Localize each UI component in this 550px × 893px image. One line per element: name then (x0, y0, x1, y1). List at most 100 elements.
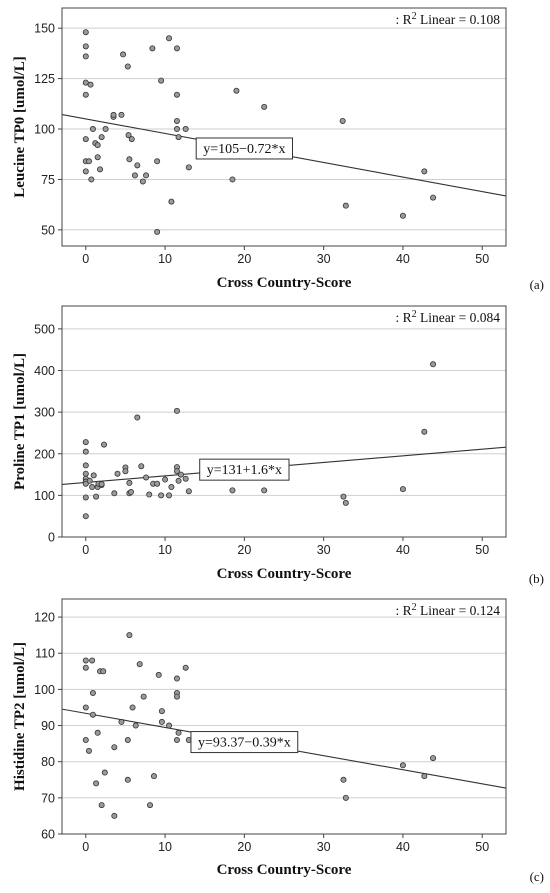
r2-suffix: Linear = 0.084 (417, 310, 501, 325)
x-tick-label: 30 (317, 840, 331, 854)
x-tick-label: 50 (475, 543, 489, 557)
data-point (143, 172, 150, 179)
data-point (173, 91, 180, 98)
y-tick-label: 150 (34, 22, 55, 36)
data-point (261, 487, 268, 494)
plot-frame (61, 7, 507, 247)
data-point (124, 776, 131, 783)
data-point (158, 77, 165, 84)
r2-superscript: 2 (412, 11, 417, 22)
fit-equation-box (199, 458, 290, 481)
data-point (399, 762, 406, 769)
x-tick-label: 0 (82, 543, 89, 557)
data-point (340, 776, 347, 783)
data-point (82, 448, 89, 455)
data-point (154, 480, 161, 487)
data-point (173, 737, 180, 744)
data-point (166, 35, 173, 42)
data-point (342, 202, 349, 209)
data-point (101, 441, 108, 448)
data-point (430, 361, 437, 368)
data-point (175, 729, 182, 736)
data-point (94, 142, 101, 149)
data-point (261, 103, 268, 110)
data-point (124, 737, 131, 744)
data-point (173, 117, 180, 124)
data-point (98, 802, 105, 809)
r2-superscript: 2 (412, 602, 417, 613)
data-point (166, 492, 173, 499)
x-tick-label: 20 (237, 543, 251, 557)
data-point (94, 729, 101, 736)
data-point (82, 470, 89, 477)
data-point (138, 463, 145, 470)
r2-superscript: 2 (412, 309, 417, 320)
data-point (126, 479, 133, 486)
r2-prefix: : R (396, 603, 412, 618)
panel-label: (a) (530, 277, 544, 292)
data-point (126, 156, 133, 163)
data-point (122, 468, 129, 475)
data-point (150, 773, 157, 780)
data-point (177, 471, 184, 478)
data-point (340, 493, 347, 500)
data-point (399, 212, 406, 219)
data-point (229, 176, 236, 183)
x-tick-label: 40 (396, 252, 410, 266)
data-point (111, 812, 118, 819)
data-point (98, 134, 105, 141)
data-point (430, 755, 437, 762)
data-point (158, 718, 165, 725)
x-tick-label: 0 (82, 840, 89, 854)
data-point (143, 474, 150, 481)
data-point (127, 489, 134, 496)
data-point (110, 111, 117, 118)
data-point (82, 737, 89, 744)
data-point (111, 744, 118, 751)
y-tick-label: 125 (34, 72, 55, 86)
data-point (101, 769, 108, 776)
data-point (166, 722, 173, 729)
r2-suffix: Linear = 0.124 (417, 603, 501, 618)
x-tick-label: 30 (317, 543, 331, 557)
data-point (233, 87, 240, 94)
data-point (85, 747, 92, 754)
data-point (185, 488, 192, 495)
y-axis-label: Proline TP1 [umol/L] (12, 353, 28, 490)
data-point (82, 29, 89, 36)
data-point (89, 690, 96, 697)
fit-equation-box (195, 137, 294, 160)
r2-prefix: : R (396, 310, 412, 325)
data-point (173, 407, 180, 414)
panel-c: 60 70 80 90 100 110 120 0 10 20 30 40 50 Cross Countr… (12, 598, 544, 884)
y-tick-label: 80 (41, 755, 55, 769)
y-tick-label: 400 (34, 364, 55, 378)
y-tick-label: 110 (35, 647, 55, 661)
data-point (89, 657, 96, 664)
data-point (87, 81, 94, 88)
x-tick-label: 50 (475, 840, 489, 854)
data-point (134, 414, 141, 421)
fit-equation-label: y=105−0.72*x (203, 142, 285, 157)
data-point (82, 664, 89, 671)
data-point (182, 664, 189, 671)
data-point (175, 477, 182, 484)
y-tick-label: 120 (34, 611, 55, 625)
x-tick-label: 20 (237, 252, 251, 266)
panel-a: 50 75 100 125 150 0 10 20 30 40 50 Cross Country-Sc… (12, 7, 544, 292)
data-point (82, 480, 89, 487)
data-point (82, 439, 89, 446)
data-point (154, 228, 161, 235)
data-point (89, 484, 96, 491)
plot-frame (61, 598, 507, 835)
data-point (85, 158, 92, 165)
data-point (229, 487, 236, 494)
data-point (342, 499, 349, 506)
data-point (82, 704, 89, 711)
data-point (168, 198, 175, 205)
data-point (146, 491, 153, 498)
data-point (168, 484, 175, 491)
x-tick-label: 40 (396, 840, 410, 854)
x-tick-label: 10 (158, 252, 172, 266)
y-tick-label: 0 (48, 531, 55, 545)
